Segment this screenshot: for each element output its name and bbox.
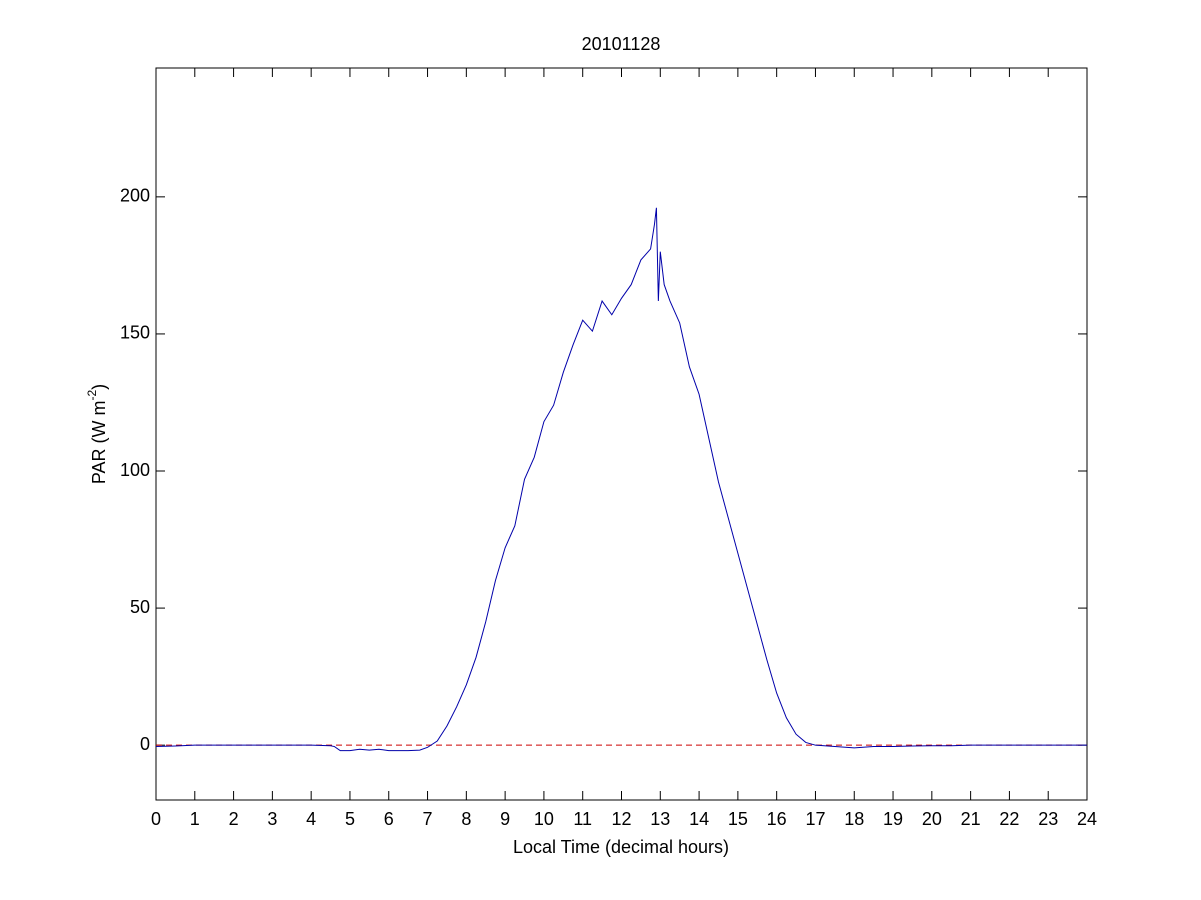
x-tick-label: 6 bbox=[384, 809, 394, 829]
x-tick-label: 20 bbox=[922, 809, 942, 829]
y-tick-label: 50 bbox=[130, 597, 150, 617]
x-tick-label: 11 bbox=[573, 809, 592, 829]
x-tick-label: 16 bbox=[767, 809, 787, 829]
x-tick-label: 24 bbox=[1077, 809, 1097, 829]
y-tick-label: 200 bbox=[120, 186, 150, 206]
x-tick-label: 21 bbox=[961, 809, 981, 829]
y-label-text: PAR (W m bbox=[89, 401, 109, 485]
x-tick-label: 4 bbox=[306, 809, 316, 829]
x-axis-label: Local Time (decimal hours) bbox=[513, 837, 729, 857]
x-tick-label: 3 bbox=[267, 809, 277, 829]
x-tick-label: 22 bbox=[999, 809, 1019, 829]
y-label-suffix: ) bbox=[89, 384, 109, 390]
y-tick-label: 100 bbox=[120, 460, 150, 480]
x-tick-label: 7 bbox=[423, 809, 433, 829]
plot-area bbox=[155, 67, 1088, 801]
y-axis-label: PAR (W m-2) bbox=[85, 384, 109, 484]
x-tick-label: 17 bbox=[805, 809, 825, 829]
x-tick-label: 1 bbox=[190, 809, 200, 829]
y-label-superscript: -2 bbox=[85, 390, 99, 401]
x-tick-label: 10 bbox=[534, 809, 554, 829]
x-tick-label: 18 bbox=[844, 809, 864, 829]
x-tick-label: 8 bbox=[461, 809, 471, 829]
x-tick-label: 19 bbox=[883, 809, 903, 829]
data-line bbox=[155, 207, 1087, 752]
y-tick-label: 0 bbox=[140, 734, 150, 754]
x-tick-label: 13 bbox=[650, 809, 670, 829]
x-tick-label: 14 bbox=[689, 809, 709, 829]
x-tick-label: 15 bbox=[728, 809, 748, 829]
x-tick-label: 9 bbox=[500, 809, 510, 829]
x-tick-label: 0 bbox=[151, 809, 161, 829]
x-tick-label: 23 bbox=[1038, 809, 1058, 829]
x-tick-label: 12 bbox=[611, 809, 631, 829]
x-tick-label: 2 bbox=[229, 809, 239, 829]
chart-title: 20101128 bbox=[582, 34, 661, 54]
y-tick-label: 150 bbox=[120, 323, 150, 343]
x-tick-label: 5 bbox=[345, 809, 355, 829]
